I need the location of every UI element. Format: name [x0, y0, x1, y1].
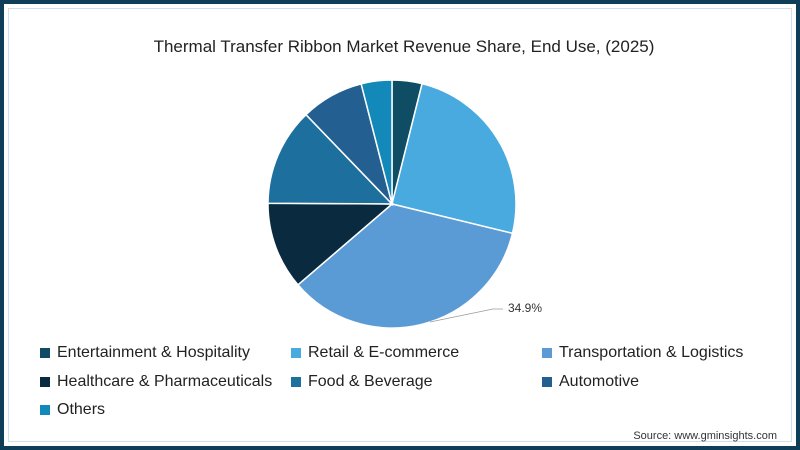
pie-slice-retail	[391, 82, 517, 235]
source-text: Source: www.gminsights.com	[633, 430, 777, 442]
legend-swatch-icon	[291, 348, 301, 358]
legend-swatch-icon	[40, 377, 50, 387]
legend-label: Healthcare & Pharmaceuticals	[57, 373, 273, 390]
legend-label: Food & Beverage	[308, 373, 433, 390]
legend-item-retail: Retail & E-commerce	[291, 344, 459, 362]
legend-item-automotive: Automotive	[542, 373, 639, 391]
legend-label: Entertainment & Hospitality	[57, 344, 250, 361]
legend-label: Retail & E-commerce	[308, 344, 460, 361]
legend-label: Others	[57, 401, 106, 418]
legend-item-entertainment: Entertainment & Hospitality	[40, 344, 250, 362]
legend-item-others: Others	[40, 401, 105, 419]
pie-slice-transportation	[296, 203, 514, 329]
data-label-transportation: 34.9%	[508, 301, 543, 315]
leader-line	[429, 308, 503, 323]
legend-swatch-icon	[542, 348, 552, 358]
legend-label: Transportation & Logistics	[559, 344, 744, 361]
pie-chart	[267, 79, 517, 329]
legend-label: Automotive	[559, 373, 640, 390]
legend-item-food: Food & Beverage	[291, 373, 433, 391]
pie-slice-food	[267, 113, 394, 205]
legend-swatch-icon	[40, 348, 50, 358]
legend-swatch-icon	[291, 377, 301, 387]
chart-title: Thermal Transfer Ribbon Market Revenue S…	[153, 37, 655, 56]
pie-slice-others	[360, 79, 393, 205]
pie-slice-healthcare	[267, 202, 395, 286]
legend-swatch-icon	[40, 405, 50, 415]
legend-item-transportation: Transportation & Logistics	[542, 344, 743, 362]
legend-swatch-icon	[542, 377, 552, 387]
legend-item-healthcare: Healthcare & Pharmaceuticals	[40, 373, 272, 391]
